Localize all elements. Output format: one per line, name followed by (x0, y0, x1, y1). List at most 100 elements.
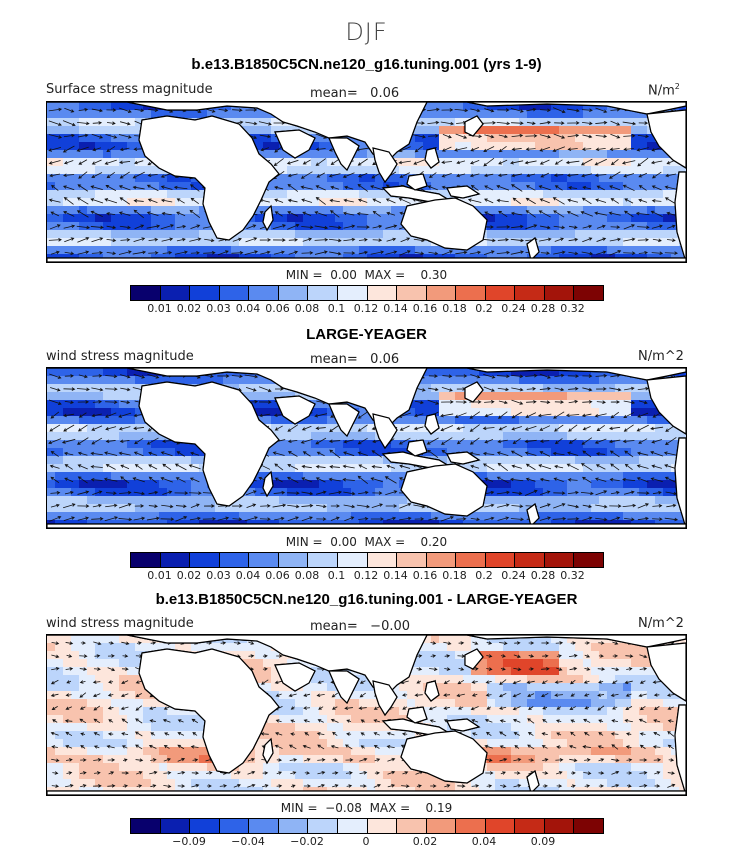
field-cell (119, 456, 127, 464)
wind-vector-arrow (399, 250, 411, 256)
field-cell (447, 416, 455, 424)
wind-vector-arrow (428, 251, 439, 256)
field-cell (263, 651, 271, 659)
wind-vector-arrow (356, 211, 369, 216)
field-cell (575, 166, 583, 174)
wind-vector-arrow (357, 198, 368, 203)
wind-vector-arrow (427, 399, 440, 405)
field-cell (631, 667, 639, 675)
field-cell (135, 643, 143, 651)
field-cell (79, 440, 87, 448)
field-cell (599, 408, 607, 416)
field-cell (271, 190, 279, 198)
field-cell (591, 158, 599, 166)
field-cell (391, 238, 399, 246)
wind-vector-arrow (78, 133, 89, 138)
field-cell (143, 464, 151, 472)
wind-vector-arrow (554, 387, 565, 392)
field-cell (423, 432, 431, 440)
wind-vector-arrow (50, 503, 60, 508)
wind-vector-arrow (650, 450, 664, 457)
wind-vector-arrow (539, 425, 551, 431)
field-cell (271, 424, 279, 432)
wind-vector-arrow (314, 413, 328, 418)
field-cell (431, 448, 439, 456)
field-cell (511, 238, 519, 246)
wind-vector-arrow (470, 184, 479, 191)
field-cell (535, 667, 543, 675)
wind-vector-arrow (567, 374, 580, 378)
field-cell (87, 456, 95, 464)
landmass-namerica-overlay (646, 375, 686, 435)
field-cell (255, 214, 263, 222)
colorbar-bin (278, 553, 309, 567)
field-cell (615, 456, 623, 464)
field-cell (271, 659, 279, 667)
field-cell (271, 198, 279, 206)
wind-vector-arrow (51, 184, 59, 191)
field-cell (471, 102, 479, 110)
wind-vector-arrow (273, 250, 285, 255)
wind-vector-arrow (356, 225, 370, 229)
wind-vector-arrow (133, 237, 146, 243)
field-cell (103, 376, 111, 384)
field-cell (559, 408, 567, 416)
field-cell (455, 174, 463, 182)
wind-vector-arrow (148, 464, 158, 470)
wind-vector-arrow (496, 476, 509, 484)
wind-vector-arrow (552, 516, 567, 521)
field-cell (63, 238, 71, 246)
panel-1-mean-label: mean= (310, 86, 358, 101)
field-cell (199, 206, 207, 214)
field-cell (543, 635, 551, 643)
field-cell (447, 432, 455, 440)
field-cell (479, 635, 487, 643)
wind-vector-arrow (398, 160, 411, 165)
field-cell (575, 174, 583, 182)
wind-vector-arrow (301, 464, 312, 469)
wind-vector-arrow (50, 476, 60, 484)
wind-vector-arrow (622, 477, 636, 482)
wind-vector-arrow (665, 173, 677, 178)
wind-vector-arrow (118, 250, 132, 255)
field-cell (495, 230, 503, 238)
field-cell (615, 416, 623, 424)
field-cell (359, 440, 367, 448)
wind-vector-arrow (525, 134, 538, 138)
field-cell (551, 512, 559, 520)
field-cell (567, 480, 575, 488)
field-cell (407, 512, 415, 520)
wind-vector-arrow (245, 386, 257, 392)
field-cell (583, 464, 591, 472)
field-cell (551, 504, 559, 512)
field-cell (503, 400, 511, 408)
field-cell (407, 504, 415, 512)
field-cell (655, 230, 663, 238)
field-cell (167, 174, 175, 182)
panel-2-mean-label: mean= (310, 352, 358, 367)
field-cell (351, 456, 359, 464)
panel-3-map-svg (47, 635, 686, 795)
field-cell (271, 384, 279, 392)
wind-vector-arrow (258, 413, 271, 418)
wind-vector-arrow (217, 516, 230, 521)
wind-vector-arrow (259, 238, 272, 242)
field-cell (543, 392, 551, 400)
field-cell (463, 198, 471, 206)
wind-vector-arrow (105, 374, 118, 379)
field-cell (543, 472, 551, 480)
field-cell (423, 392, 431, 400)
field-cell (543, 368, 551, 376)
field-cell (599, 214, 607, 222)
colorbar-bin (337, 286, 368, 300)
field-cell (551, 496, 559, 504)
field-cell (199, 190, 207, 198)
field-cell (359, 166, 367, 174)
field-cell (503, 368, 511, 376)
field-cell (487, 376, 495, 384)
field-cell (423, 134, 431, 142)
field-cell (519, 424, 527, 432)
field-cell (559, 683, 567, 691)
field-cell (63, 667, 71, 675)
field-cell (471, 142, 479, 150)
